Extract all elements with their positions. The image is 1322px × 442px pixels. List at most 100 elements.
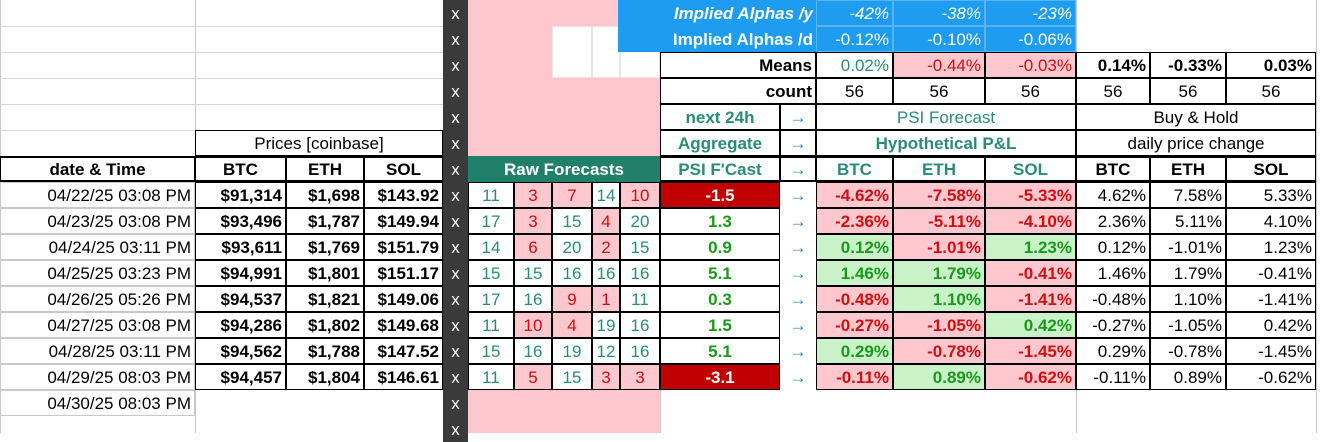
x-marker[interactable]: x bbox=[443, 416, 468, 442]
pl-cell[interactable]: -1.01% bbox=[893, 234, 985, 260]
implied-alpha-y-value[interactable]: -23% bbox=[985, 0, 1076, 26]
price-col-header[interactable]: BTC bbox=[195, 156, 286, 182]
eth-price-cell[interactable]: $1,769 bbox=[286, 234, 364, 260]
pl-cell[interactable]: -0.78% bbox=[893, 338, 985, 364]
psi-fcast-cell[interactable]: 1.3 bbox=[660, 208, 780, 234]
hypothetical-pl-header[interactable]: Hypothetical P&L bbox=[816, 130, 1076, 156]
pl-cell[interactable]: -2.36% bbox=[816, 208, 893, 234]
psi-fcast-cell[interactable]: -3.1 bbox=[660, 364, 780, 390]
date-cell[interactable]: 04/22/25 03:08 PM bbox=[0, 182, 195, 208]
raw-forecast-cell[interactable]: 15 bbox=[552, 208, 592, 234]
implied-alpha-d-value[interactable]: -0.06% bbox=[985, 26, 1076, 52]
pl-cell[interactable]: -1.41% bbox=[985, 286, 1076, 312]
daily-change-header[interactable]: daily price change bbox=[1076, 130, 1316, 156]
sol-price-cell[interactable]: $147.52 bbox=[364, 338, 443, 364]
pl-cell[interactable]: -1.05% bbox=[893, 312, 985, 338]
raw-forecast-cell[interactable]: 3 bbox=[592, 364, 620, 390]
raw-forecast-cell[interactable]: 1 bbox=[592, 286, 620, 312]
bh-cell[interactable]: 0.12% bbox=[1076, 234, 1150, 260]
btc-price-cell[interactable]: $94,991 bbox=[195, 260, 286, 286]
means-label[interactable]: Means bbox=[660, 52, 816, 78]
count-value[interactable]: 56 bbox=[1150, 78, 1226, 104]
sol-price-cell[interactable]: $149.68 bbox=[364, 312, 443, 338]
raw-forecast-cell[interactable]: 16 bbox=[514, 286, 552, 312]
raw-forecast-cell[interactable]: 3 bbox=[514, 182, 552, 208]
psi-fcast-cell[interactable]: 0.9 bbox=[660, 234, 780, 260]
raw-forecast-cell[interactable]: 10 bbox=[620, 182, 660, 208]
blank-cell[interactable] bbox=[592, 26, 620, 78]
bh-cell[interactable]: -1.01% bbox=[1150, 234, 1226, 260]
pl-cell[interactable]: 1.46% bbox=[816, 260, 893, 286]
raw-forecast-cell[interactable]: 11 bbox=[468, 312, 514, 338]
sol-price-cell[interactable]: $143.92 bbox=[364, 182, 443, 208]
raw-forecast-cell[interactable]: 14 bbox=[468, 234, 514, 260]
btc-price-cell[interactable]: $94,562 bbox=[195, 338, 286, 364]
btc-price-cell[interactable]: $93,611 bbox=[195, 234, 286, 260]
pl-col-header[interactable]: SOL bbox=[985, 156, 1076, 182]
eth-price-cell[interactable]: $1,788 bbox=[286, 338, 364, 364]
bh-cell[interactable]: 4.62% bbox=[1076, 182, 1150, 208]
raw-forecast-cell[interactable]: 14 bbox=[592, 182, 620, 208]
sol-price-cell[interactable]: $146.61 bbox=[364, 364, 443, 390]
blank-cell[interactable] bbox=[552, 26, 592, 78]
raw-forecast-cell[interactable]: 19 bbox=[552, 338, 592, 364]
raw-forecast-cell[interactable]: 17 bbox=[468, 208, 514, 234]
x-marker[interactable]: x bbox=[443, 208, 468, 234]
raw-forecast-cell[interactable]: 17 bbox=[468, 286, 514, 312]
implied-alpha-d-value[interactable]: -0.12% bbox=[816, 26, 893, 52]
date-cell[interactable]: 04/24/25 03:11 PM bbox=[0, 234, 195, 260]
bh-cell[interactable]: 4.10% bbox=[1226, 208, 1316, 234]
raw-forecast-cell[interactable]: 10 bbox=[514, 312, 552, 338]
psi-fcast-cell[interactable]: 0.3 bbox=[660, 286, 780, 312]
raw-forecast-cell[interactable]: 15 bbox=[468, 338, 514, 364]
arrow-icon[interactable]: → bbox=[789, 237, 807, 257]
pl-cell[interactable]: -5.11% bbox=[893, 208, 985, 234]
price-col-header[interactable]: ETH bbox=[286, 156, 364, 182]
date-cell[interactable]: 04/29/25 08:03 PM bbox=[0, 364, 195, 390]
means-bh-value[interactable]: 0.03% bbox=[1226, 52, 1316, 78]
date-time-header[interactable]: date & Time bbox=[0, 156, 195, 182]
bh-cell[interactable]: -0.62% bbox=[1226, 364, 1316, 390]
bh-cell[interactable]: -0.27% bbox=[1076, 312, 1150, 338]
bh-cell[interactable]: 0.29% bbox=[1076, 338, 1150, 364]
bh-col-header[interactable]: BTC bbox=[1076, 156, 1150, 182]
count-value[interactable]: 56 bbox=[1226, 78, 1316, 104]
pl-cell[interactable]: 0.12% bbox=[816, 234, 893, 260]
count-value[interactable]: 56 bbox=[816, 78, 893, 104]
bh-cell[interactable]: -0.78% bbox=[1150, 338, 1226, 364]
means-psi-value[interactable]: 0.02% bbox=[816, 52, 893, 78]
date-cell[interactable]: 04/25/25 03:23 PM bbox=[0, 260, 195, 286]
pl-cell[interactable]: -0.27% bbox=[816, 312, 893, 338]
bh-col-header[interactable]: SOL bbox=[1226, 156, 1316, 182]
bh-cell[interactable]: 5.11% bbox=[1150, 208, 1226, 234]
pl-cell[interactable]: -7.58% bbox=[893, 182, 985, 208]
bh-cell[interactable]: -0.11% bbox=[1076, 364, 1150, 390]
means-bh-value[interactable]: 0.14% bbox=[1076, 52, 1150, 78]
psi-fcast-cell[interactable]: -1.5 bbox=[660, 182, 780, 208]
arrow-icon[interactable]: → bbox=[789, 211, 807, 231]
arrow-icon[interactable]: → bbox=[780, 156, 816, 182]
raw-forecast-cell[interactable]: 11 bbox=[468, 364, 514, 390]
btc-price-cell[interactable]: $94,537 bbox=[195, 286, 286, 312]
raw-forecast-cell[interactable]: 12 bbox=[592, 338, 620, 364]
means-psi-value[interactable]: -0.44% bbox=[893, 52, 985, 78]
raw-forecast-cell[interactable]: 19 bbox=[592, 312, 620, 338]
raw-forecast-cell[interactable]: 15 bbox=[620, 234, 660, 260]
pl-cell[interactable]: 0.42% bbox=[985, 312, 1076, 338]
pl-cell[interactable]: 0.29% bbox=[816, 338, 893, 364]
bh-cell[interactable]: 1.23% bbox=[1226, 234, 1316, 260]
x-marker[interactable]: x bbox=[443, 338, 468, 364]
psi-forecast-header[interactable]: PSI Forecast bbox=[816, 104, 1076, 130]
pl-cell[interactable]: -0.48% bbox=[816, 286, 893, 312]
raw-forecast-cell[interactable]: 4 bbox=[552, 312, 592, 338]
raw-forecast-cell[interactable]: 16 bbox=[514, 338, 552, 364]
raw-forecast-cell[interactable]: 15 bbox=[552, 364, 592, 390]
implied-alphas-d-label[interactable]: Implied Alphas /d bbox=[618, 26, 816, 52]
implied-alphas-y-label[interactable]: Implied Alphas /y bbox=[618, 0, 816, 26]
x-marker[interactable]: x bbox=[443, 78, 468, 104]
price-col-header[interactable]: SOL bbox=[364, 156, 443, 182]
raw-forecast-cell[interactable]: 9 bbox=[552, 286, 592, 312]
raw-forecast-cell[interactable]: 4 bbox=[592, 208, 620, 234]
arrow-icon[interactable]: → bbox=[780, 130, 816, 156]
x-marker[interactable]: x bbox=[443, 130, 468, 156]
